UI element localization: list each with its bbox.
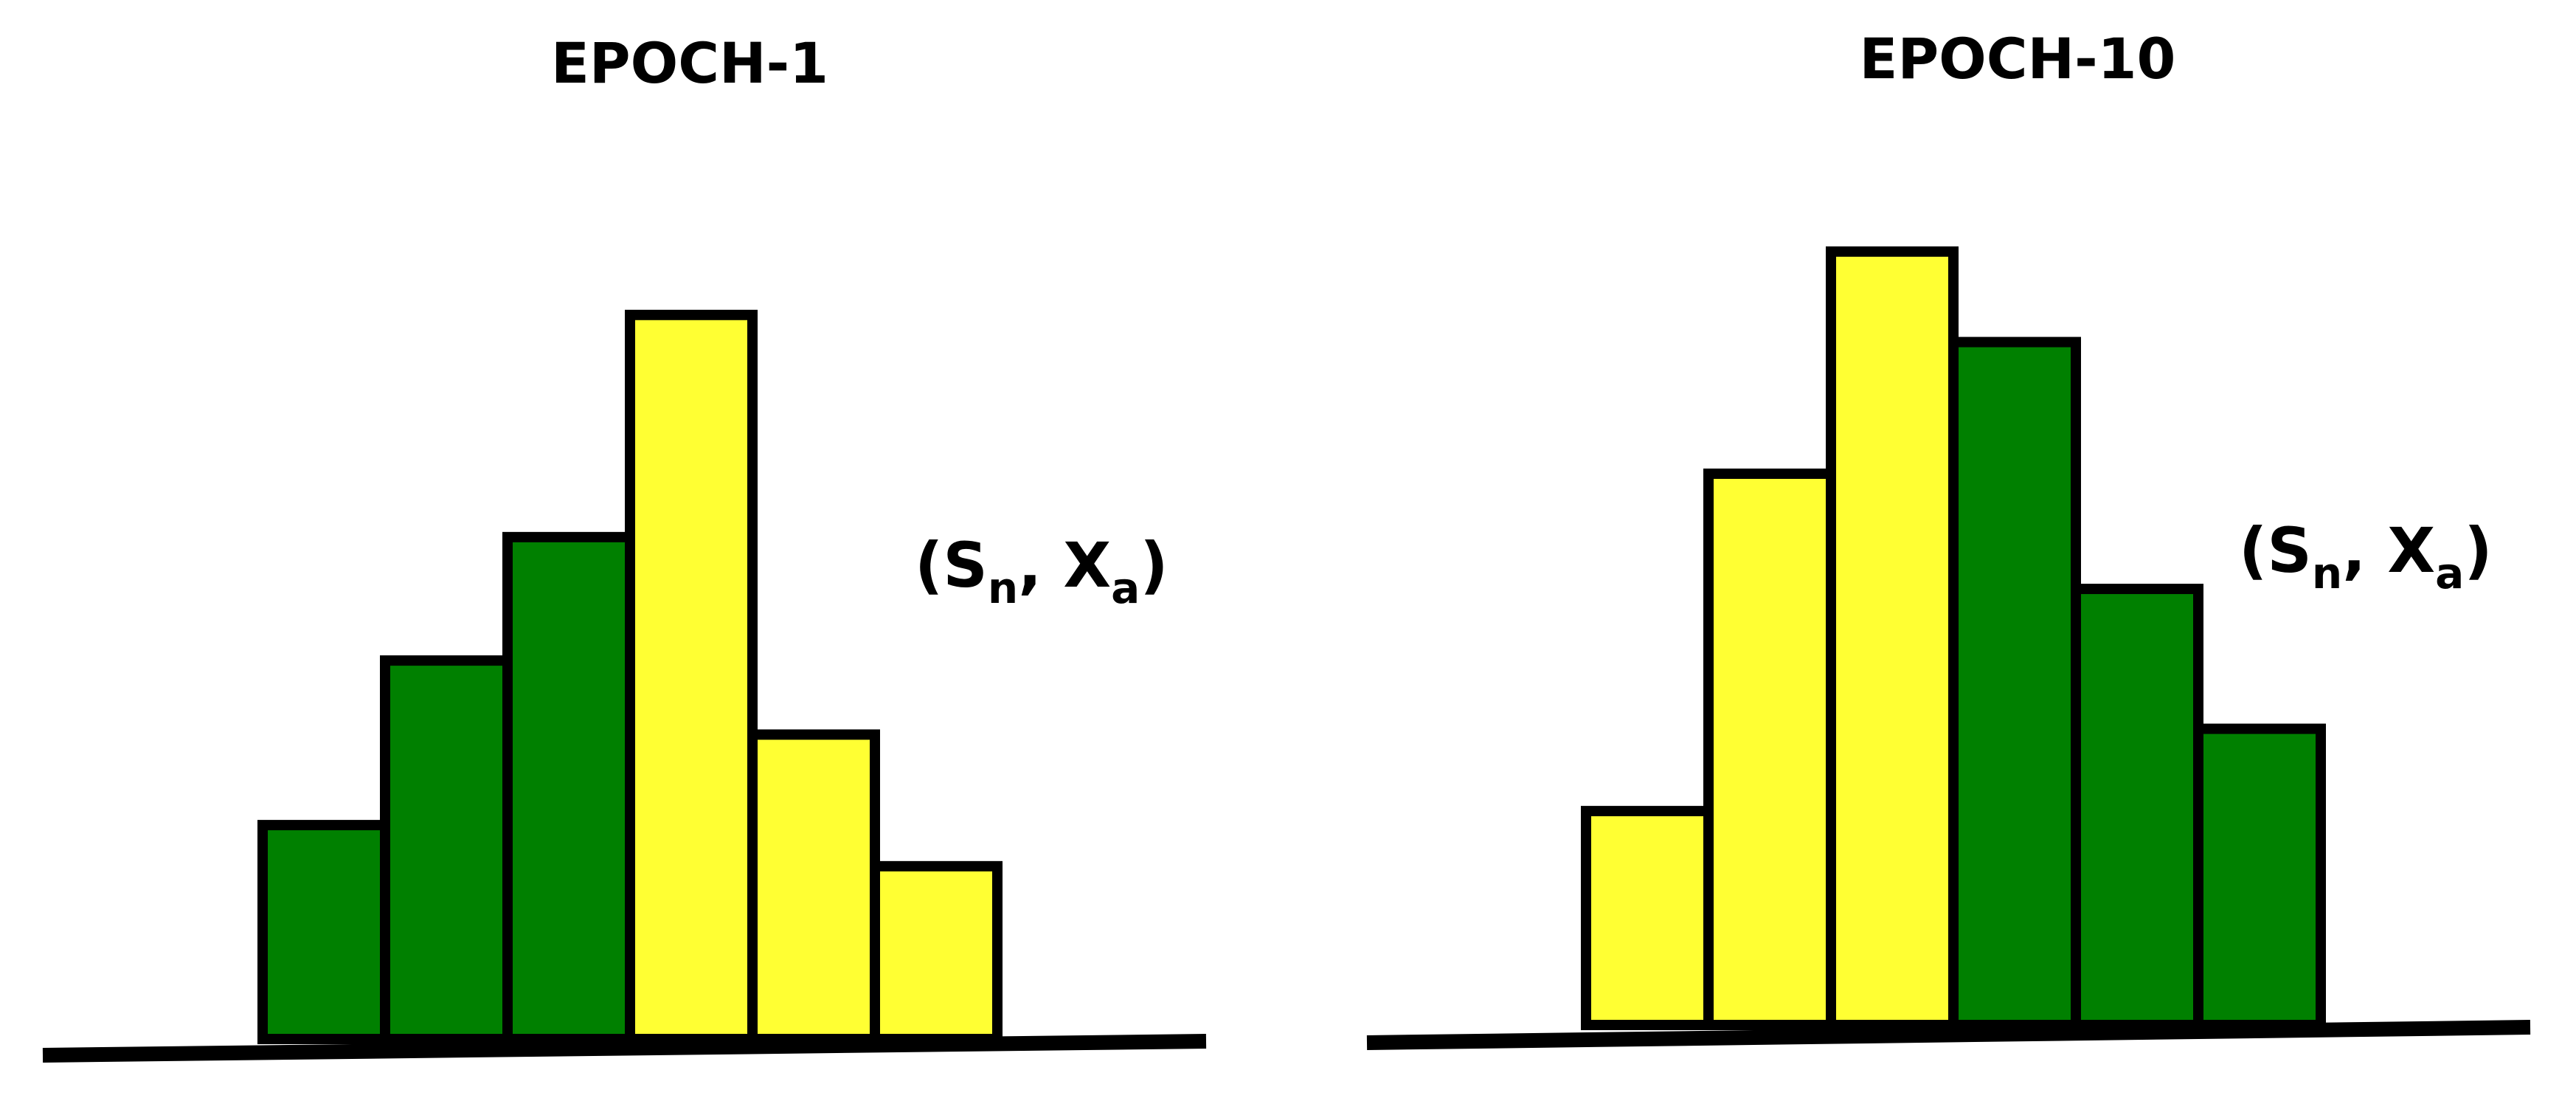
bar-epoch-10-4 [1948,336,2081,1030]
bar-epoch-10-5 [2071,584,2203,1030]
chart-title-epoch-1: EPOCH-1 [551,30,828,96]
bar-group-epoch-10 [1581,246,2326,1030]
bar-epoch-1-6 [870,860,1003,1044]
bar-epoch-1-5 [747,729,880,1044]
bar-epoch-10-1 [1581,806,1714,1030]
bar-epoch-1-2 [380,655,513,1044]
annotation-x-subscript: a [1111,563,1140,613]
annotation-close-paren: ) [1140,529,1168,601]
annotation-open-paren: ( [915,529,943,601]
annotation-x-subscript: a [2435,548,2464,598]
baseline-epoch-10 [1366,1020,2531,1050]
bar-epoch-10-2 [1703,468,1836,1030]
annotation-s-subscript: n [988,563,1018,613]
annotation-s-subscript: n [2312,548,2342,598]
annotation-separator: , [2342,514,2387,587]
chart-title-epoch-10: EPOCH-10 [1860,26,2176,92]
annotation-epoch-10: (Sn, Xa) [2239,514,2493,598]
annotation-close-paren: ) [2464,514,2492,587]
annotation-x: X [1063,529,1111,601]
bar-epoch-10-6 [2193,723,2326,1030]
bar-epoch-10-3 [1826,246,1959,1030]
chart-epoch-10: EPOCH-10 (Sn, Xa) [1366,26,2531,1050]
annotation-s: S [943,529,988,601]
annotation-open-paren: ( [2239,514,2267,587]
annotation-epoch-1: (Sn, Xa) [915,529,1168,613]
baseline-epoch-1 [42,1034,1207,1063]
annotation-x: X [2387,514,2435,587]
chart-epoch-1: EPOCH-1 (Sn, Xa) [42,30,1207,1063]
bar-epoch-1-1 [257,820,390,1044]
bar-epoch-1-4 [625,309,758,1044]
bar-group-epoch-1 [257,309,1003,1044]
annotation-s: S [2267,514,2312,587]
bar-epoch-1-3 [502,531,635,1044]
annotation-separator: , [1018,529,1063,601]
